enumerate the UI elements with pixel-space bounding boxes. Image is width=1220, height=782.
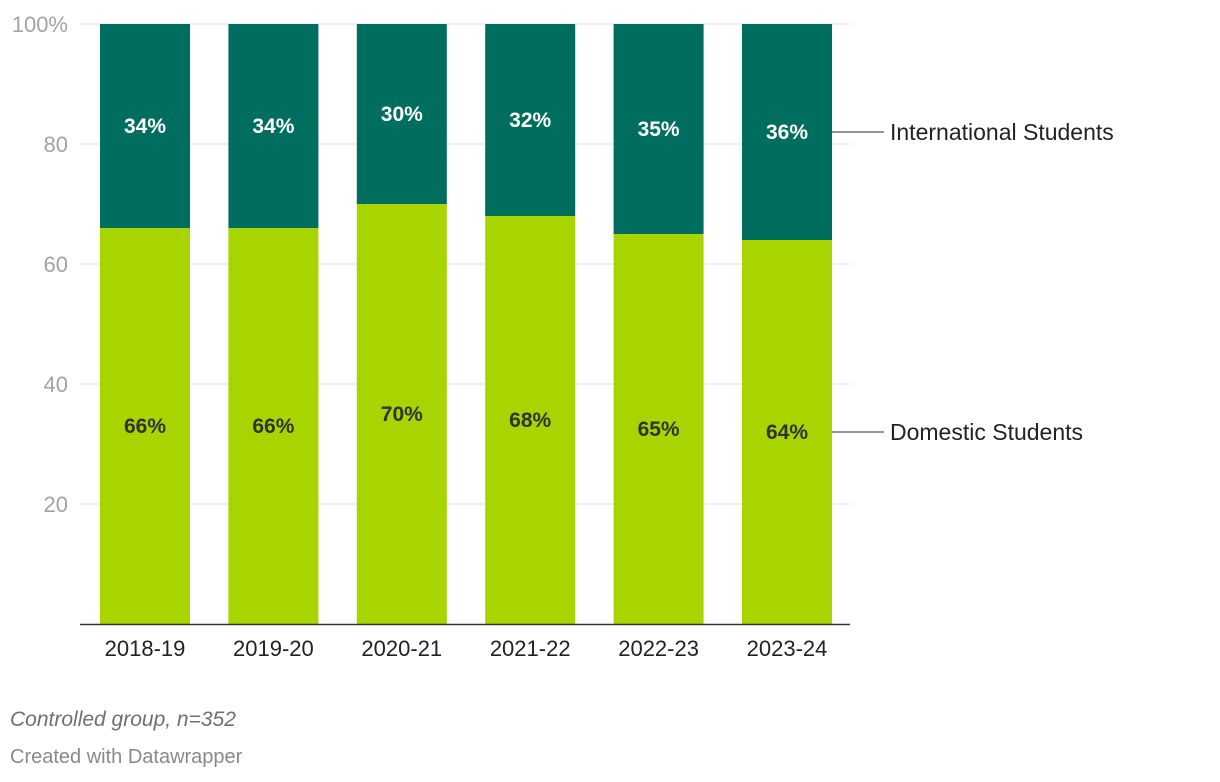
bar-value-label: 36% <box>766 121 808 144</box>
bar-segment <box>356 204 447 624</box>
bar-segment <box>100 24 190 228</box>
series-labels: Domestic Students International Students <box>832 119 1114 445</box>
bar-segment <box>100 228 190 624</box>
x-tick-label: 2021-22 <box>490 636 571 661</box>
gridlines <box>80 23 850 505</box>
bars <box>100 24 832 624</box>
series-label: Domestic Students <box>890 419 1083 445</box>
chart-notes: Controlled group, n=352 <box>10 708 236 731</box>
bar-value-label: 66% <box>124 415 166 438</box>
stacked-bar-chart: 20 40 60 80 100% 66% 34% 66% 34% 70% 30% 68% 32% 65%… <box>12 12 1114 661</box>
bar-segment <box>613 24 704 234</box>
x-axis-labels: 2018-19 2019-20 2020-21 2021-22 2022-23 2023-… <box>105 636 828 661</box>
bar-segment <box>228 228 319 624</box>
bar-value-label: 34% <box>252 115 294 138</box>
x-tick-label: 2022-23 <box>618 636 699 661</box>
bar-value-label: 64% <box>766 421 808 444</box>
y-axis-labels: 20 40 60 80 100% <box>12 12 68 517</box>
y-tick-label: 100% <box>12 12 68 37</box>
bar-segment <box>613 234 704 624</box>
bar-segment <box>228 24 319 228</box>
x-tick-label: 2018-19 <box>105 636 186 661</box>
bar-value-labels: 66% 34% 66% 34% 70% 30% 68% 32% 65% 35% 64% 36% <box>124 103 808 444</box>
bar-value-label: 34% <box>124 115 166 138</box>
bar-value-label: 68% <box>509 409 551 432</box>
bar-segment <box>356 24 447 204</box>
bar-value-label: 66% <box>252 415 294 438</box>
series-label: International Students <box>890 119 1114 145</box>
bar-segment <box>485 216 576 624</box>
chart-credit: Created with Datawrapper <box>10 746 243 768</box>
bar-value-label: 70% <box>381 403 423 426</box>
bar-value-label: 65% <box>638 418 680 441</box>
bar-segment <box>742 240 832 624</box>
y-tick-label: 20 <box>44 492 68 517</box>
x-tick-label: 2020-21 <box>361 636 442 661</box>
x-tick-label: 2023-24 <box>747 636 828 661</box>
bar-segment <box>742 24 832 240</box>
bar-value-label: 32% <box>509 109 551 132</box>
bar-segment <box>485 24 576 216</box>
bar-value-label: 35% <box>638 118 680 141</box>
y-tick-label: 80 <box>44 132 68 157</box>
bar-value-label: 30% <box>381 103 423 126</box>
y-tick-label: 60 <box>44 252 68 277</box>
y-tick-label: 40 <box>44 372 68 397</box>
x-tick-label: 2019-20 <box>233 636 314 661</box>
